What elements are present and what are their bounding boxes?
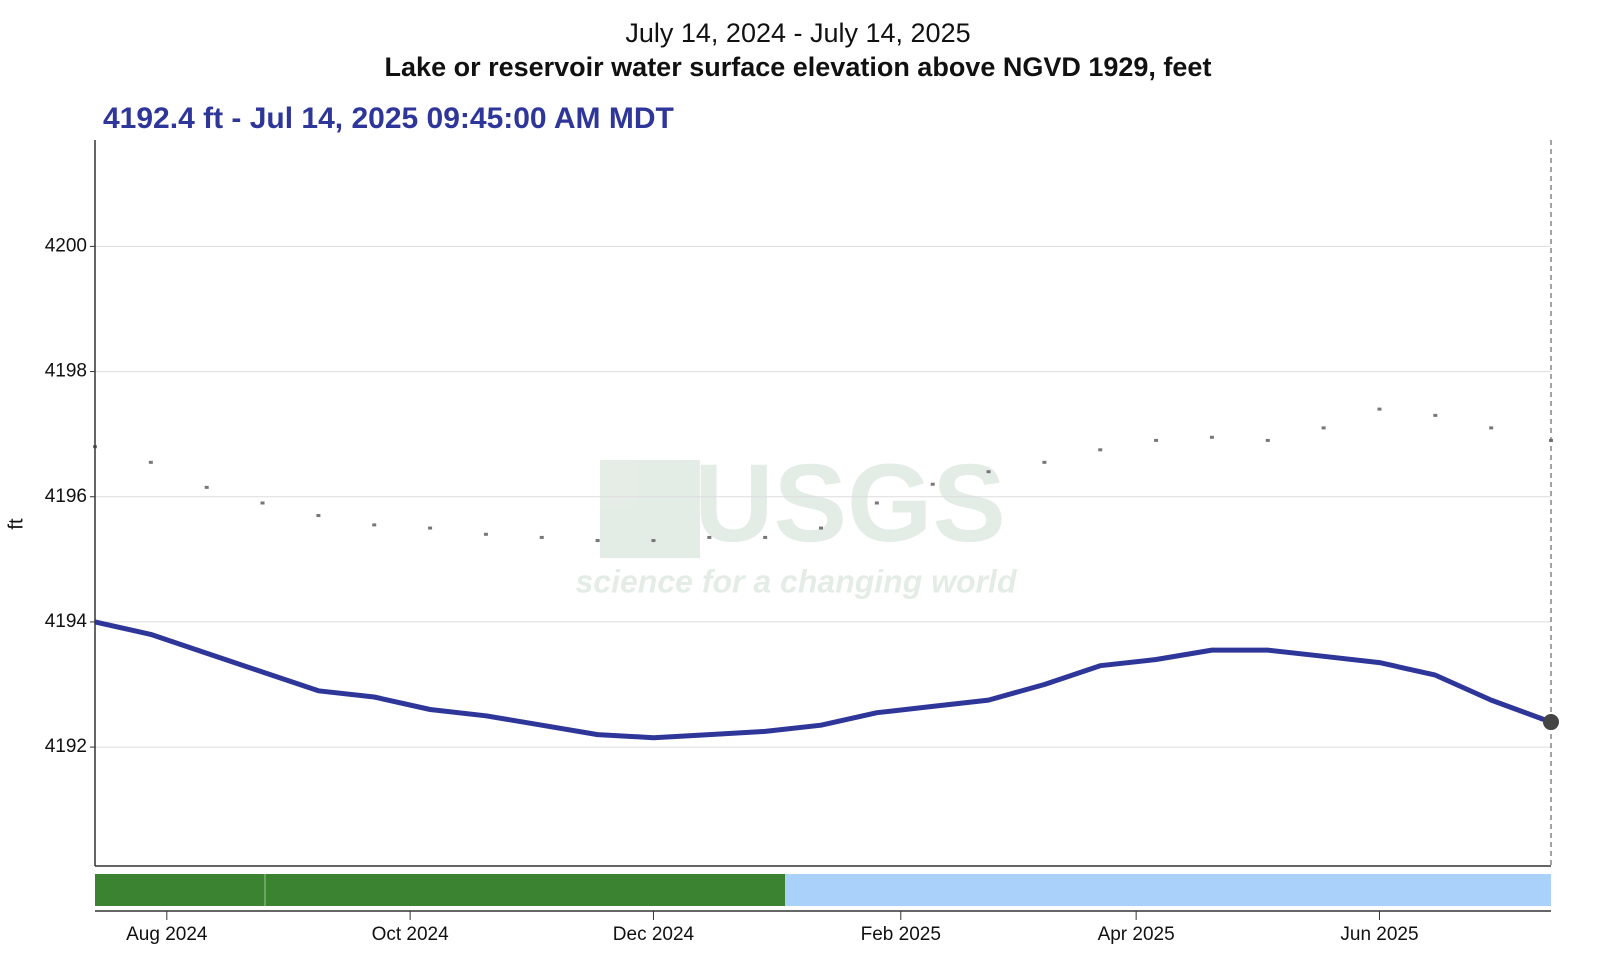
data-point [1154,438,1159,442]
y-tick-label: 4196 [45,486,87,507]
approved-status-bar [95,874,785,906]
y-tick-label: 4200 [45,235,87,256]
watermark: USGS science for a changing world [576,442,1018,599]
data-point [707,535,712,539]
y-tick-label: 4198 [45,361,87,382]
data-point [1098,448,1103,452]
chart-subtitle: July 14, 2024 - July 14, 2025 [625,18,970,48]
data-point [483,532,488,536]
data-point [316,514,321,518]
data-point [1321,426,1326,430]
watermark-logo: USGS [694,442,1006,565]
data-point [148,460,153,464]
data-point [1433,413,1438,417]
x-tick-label: Oct 2024 [372,924,450,945]
data-point [372,523,377,527]
data-point [651,539,656,543]
data-point [595,539,600,543]
data-point [1042,460,1047,464]
data-point [819,526,824,530]
data-point [260,501,265,505]
data-point [763,535,768,539]
data-point [986,470,991,474]
watermark-logo-mark [600,460,700,558]
chart-title: Lake or reservoir water surface elevatio… [385,52,1212,82]
data-point [1265,438,1270,442]
current-point [1543,714,1559,731]
x-tick-label: Apr 2025 [1098,924,1175,945]
provisional-status-bar [785,874,1551,906]
y-axis-label: ft [5,518,27,530]
y-tick-label: 4194 [45,611,88,632]
watermark-tagline: science for a changing world [576,563,1018,599]
data-point [930,482,935,486]
data-point [428,526,433,530]
x-tick-label: Jun 2025 [1340,924,1418,945]
data-point [874,501,879,505]
y-tick-label: 4192 [45,736,87,757]
x-tick-label: Aug 2024 [126,924,208,945]
current-reading: 4192.4 ft - Jul 14, 2025 09:45:00 AM MDT [103,102,674,135]
data-point [204,485,209,489]
x-tick-label: Dec 2024 [613,924,695,945]
data-point [1489,426,1494,430]
data-point [539,535,544,539]
plot-area [93,245,1553,748]
data-point [1377,407,1382,411]
x-tick-label: Feb 2025 [861,924,941,945]
series-line [94,619,1552,741]
data-point [1209,435,1214,439]
